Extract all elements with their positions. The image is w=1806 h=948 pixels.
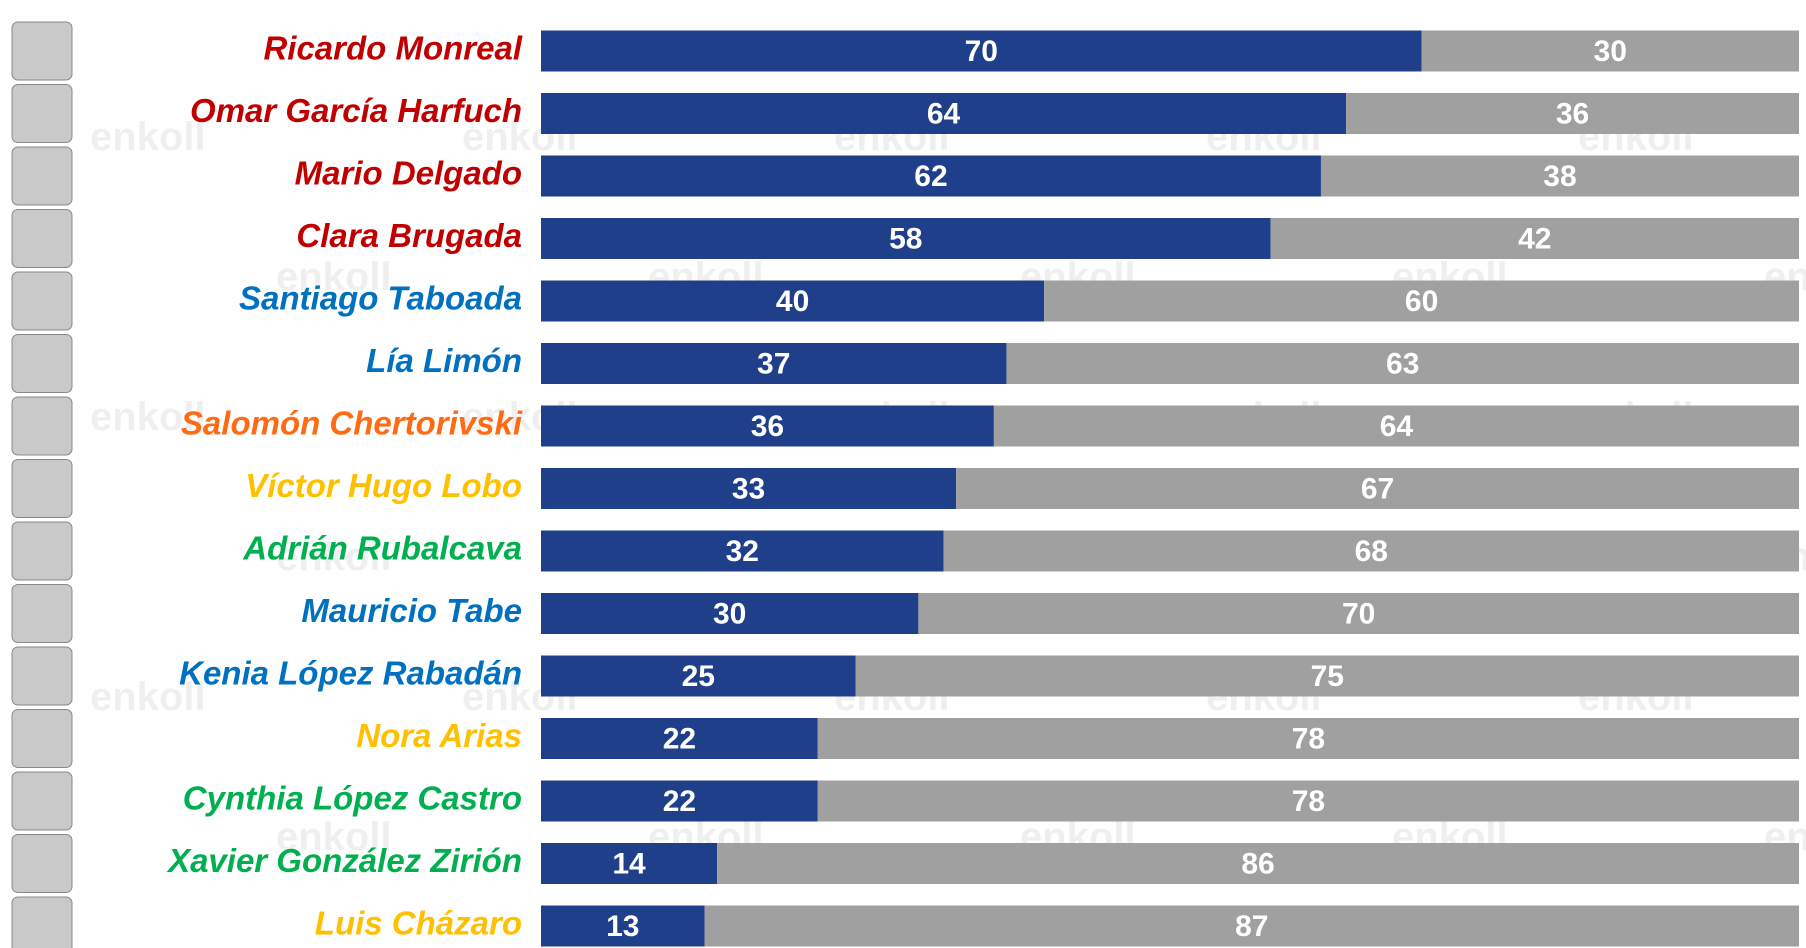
watermark: enkoll xyxy=(90,395,206,439)
value-label: 22 xyxy=(663,722,696,755)
bar-segment xyxy=(1006,343,1799,384)
bar-segment xyxy=(1346,93,1799,134)
category-label: Cynthia López Castro xyxy=(183,780,522,817)
bar-segment xyxy=(943,530,1799,572)
photo xyxy=(11,209,73,268)
bar-segment xyxy=(541,218,1271,259)
watermark: enkoll xyxy=(276,815,392,859)
category-label: Kenia López Rabadán xyxy=(179,655,522,692)
category-label: Salomón Chertorivski xyxy=(181,405,523,442)
value-label: 78 xyxy=(1292,722,1325,755)
bar-segment xyxy=(541,718,818,759)
category-label: Clara Brugada xyxy=(296,217,522,254)
value-label: 42 xyxy=(1518,222,1551,255)
category-label: Lía Limón xyxy=(366,342,522,379)
bar-segment xyxy=(1270,218,1799,259)
photo xyxy=(11,834,73,893)
value-label: 25 xyxy=(682,660,715,693)
bar-segment xyxy=(817,718,1799,759)
bar-segment xyxy=(817,780,1799,822)
category-label: Luis Cházaro xyxy=(315,905,522,942)
value-label: 70 xyxy=(1342,597,1375,630)
value-label: 62 xyxy=(914,160,947,193)
bar-segment xyxy=(541,780,818,822)
bar-segment xyxy=(1044,280,1799,322)
photo xyxy=(11,21,73,81)
bar-segment xyxy=(918,593,1799,634)
bar-segment xyxy=(956,468,1799,509)
bar-segment xyxy=(704,905,1799,947)
photo xyxy=(11,271,73,331)
value-label: 86 xyxy=(1241,847,1274,880)
value-label: 64 xyxy=(1380,410,1414,443)
bar-segment xyxy=(993,405,1799,447)
bar-segment xyxy=(855,655,1799,697)
watermark: enkoll xyxy=(276,255,392,299)
category-label: Adrián Rubalcava xyxy=(242,530,522,567)
category-label: Omar García Harfuch xyxy=(190,92,522,129)
bar-segment xyxy=(541,30,1422,72)
watermark: enkoll xyxy=(90,115,206,159)
bar-segment xyxy=(1320,155,1799,197)
value-label: 63 xyxy=(1386,347,1419,380)
photo xyxy=(11,334,73,393)
category-label: Mauricio Tabe xyxy=(301,592,522,629)
bar-segment xyxy=(541,593,919,634)
category-label: Xavier González Zirión xyxy=(166,842,522,879)
value-label: 32 xyxy=(726,535,759,568)
category-label: Ricardo Monreal xyxy=(263,30,522,67)
bar-segment xyxy=(717,843,1799,884)
photo xyxy=(11,646,73,706)
value-label: 38 xyxy=(1543,160,1576,193)
category-label: Nora Arias xyxy=(356,717,522,754)
value-label: 67 xyxy=(1361,472,1394,505)
category-label: Mario Delgado xyxy=(295,155,522,192)
photo xyxy=(11,896,73,948)
photo xyxy=(11,84,73,143)
bar-segment xyxy=(541,530,944,572)
bar-segment xyxy=(541,343,1007,384)
photo xyxy=(11,396,73,456)
value-label: 68 xyxy=(1355,535,1388,568)
photo xyxy=(11,146,73,206)
value-label: 22 xyxy=(663,785,696,818)
watermark: enkoll xyxy=(90,675,206,719)
value-label: 30 xyxy=(713,597,746,630)
bar-segment xyxy=(541,905,705,947)
bar-segment xyxy=(541,655,856,697)
photo xyxy=(11,521,73,581)
value-label: 70 xyxy=(965,35,998,68)
bar-segment xyxy=(541,468,957,509)
bar-segment xyxy=(541,843,718,884)
category-label: Víctor Hugo Lobo xyxy=(245,467,522,504)
value-label: 36 xyxy=(1556,97,1589,130)
value-label: 33 xyxy=(732,472,765,505)
photo xyxy=(11,771,73,831)
value-label: 75 xyxy=(1311,660,1344,693)
value-label: 14 xyxy=(612,847,646,880)
bar-segment xyxy=(541,405,994,447)
value-label: 30 xyxy=(1594,35,1627,68)
bar-segment xyxy=(541,93,1347,134)
value-label: 58 xyxy=(889,222,922,255)
value-label: 37 xyxy=(757,347,790,380)
value-label: 40 xyxy=(776,285,809,318)
bar-segment xyxy=(541,155,1321,197)
value-label: 36 xyxy=(751,410,784,443)
value-label: 60 xyxy=(1405,285,1438,318)
value-label: 13 xyxy=(606,910,639,943)
value-label: 87 xyxy=(1235,910,1268,943)
watermark: enkoll xyxy=(276,535,392,579)
value-label: 64 xyxy=(927,97,961,130)
value-label: 78 xyxy=(1292,785,1325,818)
photo xyxy=(11,584,73,643)
bar-segment xyxy=(1421,30,1799,72)
bar-segment xyxy=(541,280,1045,322)
photo xyxy=(11,459,73,518)
photo xyxy=(11,709,73,768)
category-label: Santiago Taboada xyxy=(239,280,522,317)
